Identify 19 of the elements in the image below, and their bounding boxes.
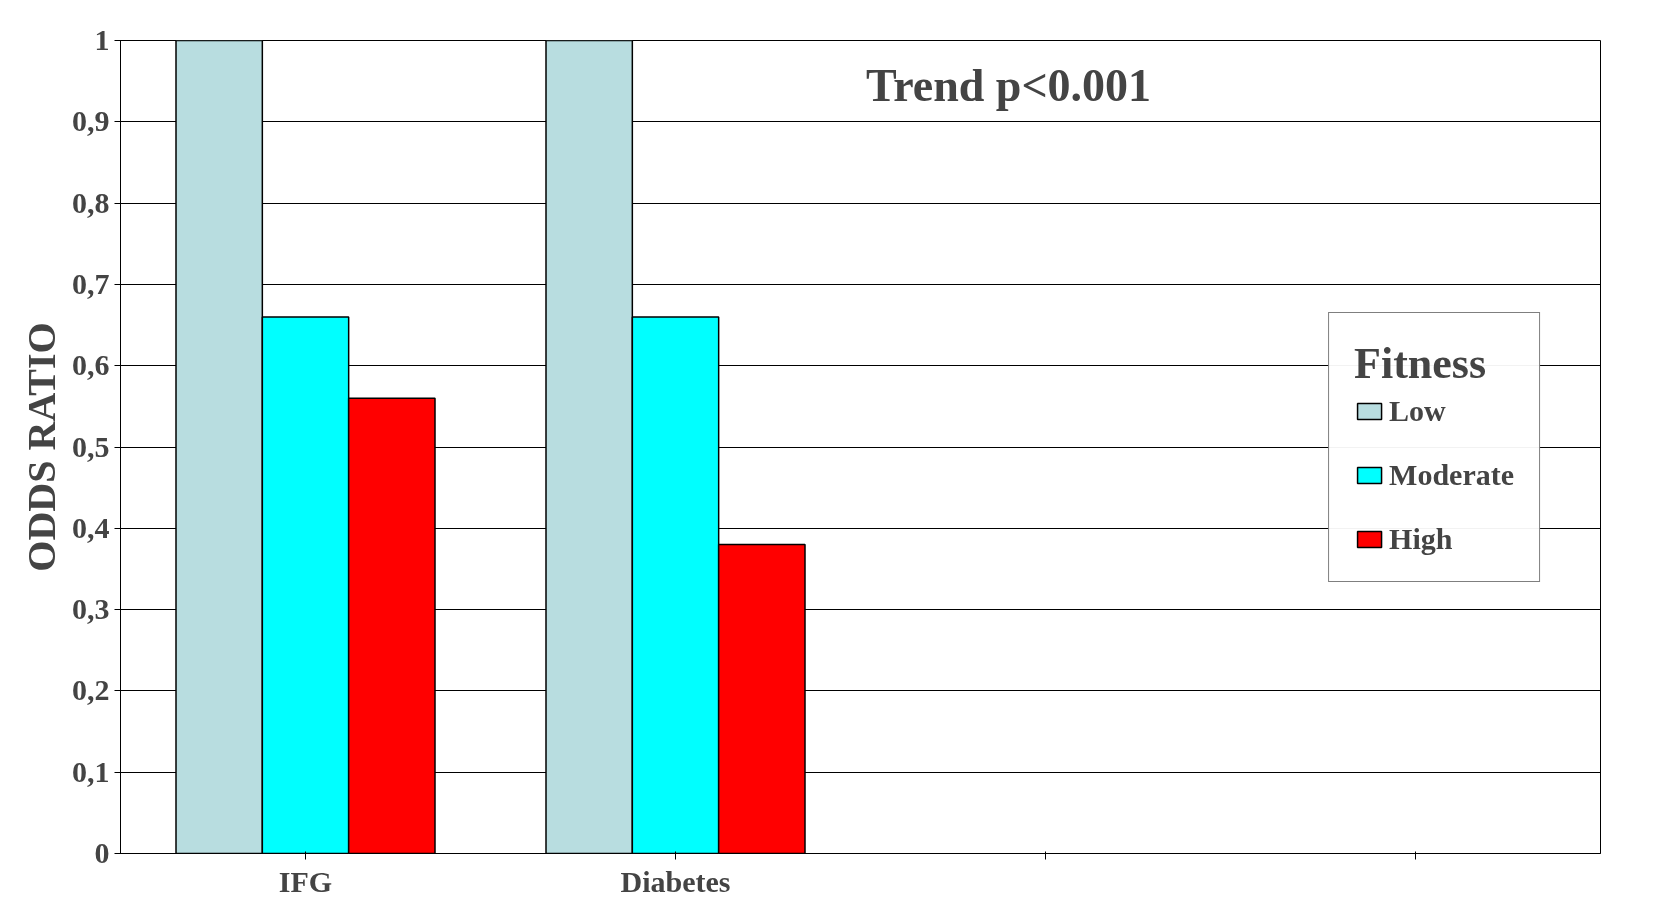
y-tick-label: 0,8: [72, 185, 110, 219]
y-tick-label: 0,1: [72, 754, 110, 788]
legend-label: Low: [1389, 393, 1446, 428]
x-tick-label: Diabetes: [620, 864, 731, 898]
y-tick-label: 0: [94, 836, 110, 869]
legend-label: Moderate: [1389, 457, 1514, 492]
x-tick-label: IFG: [278, 864, 333, 898]
legend-label: High: [1389, 521, 1453, 556]
y-tick-label: 1: [94, 23, 110, 56]
y-tick-label: 0,3: [72, 592, 110, 626]
y-tick-label: 0,4: [72, 510, 110, 544]
y-tick-label: 0,2: [72, 673, 110, 707]
y-axis-title: ODDS RATIO: [19, 322, 64, 572]
y-tick-label: 0,7: [72, 266, 110, 300]
legend-title: Fitness: [1354, 337, 1488, 389]
y-tick-label: 0,6: [72, 348, 110, 382]
y-tick-label: 0,5: [72, 429, 110, 463]
annotation: Trend p<0.001: [865, 59, 1152, 111]
y-tick-label: 0,9: [72, 104, 110, 138]
